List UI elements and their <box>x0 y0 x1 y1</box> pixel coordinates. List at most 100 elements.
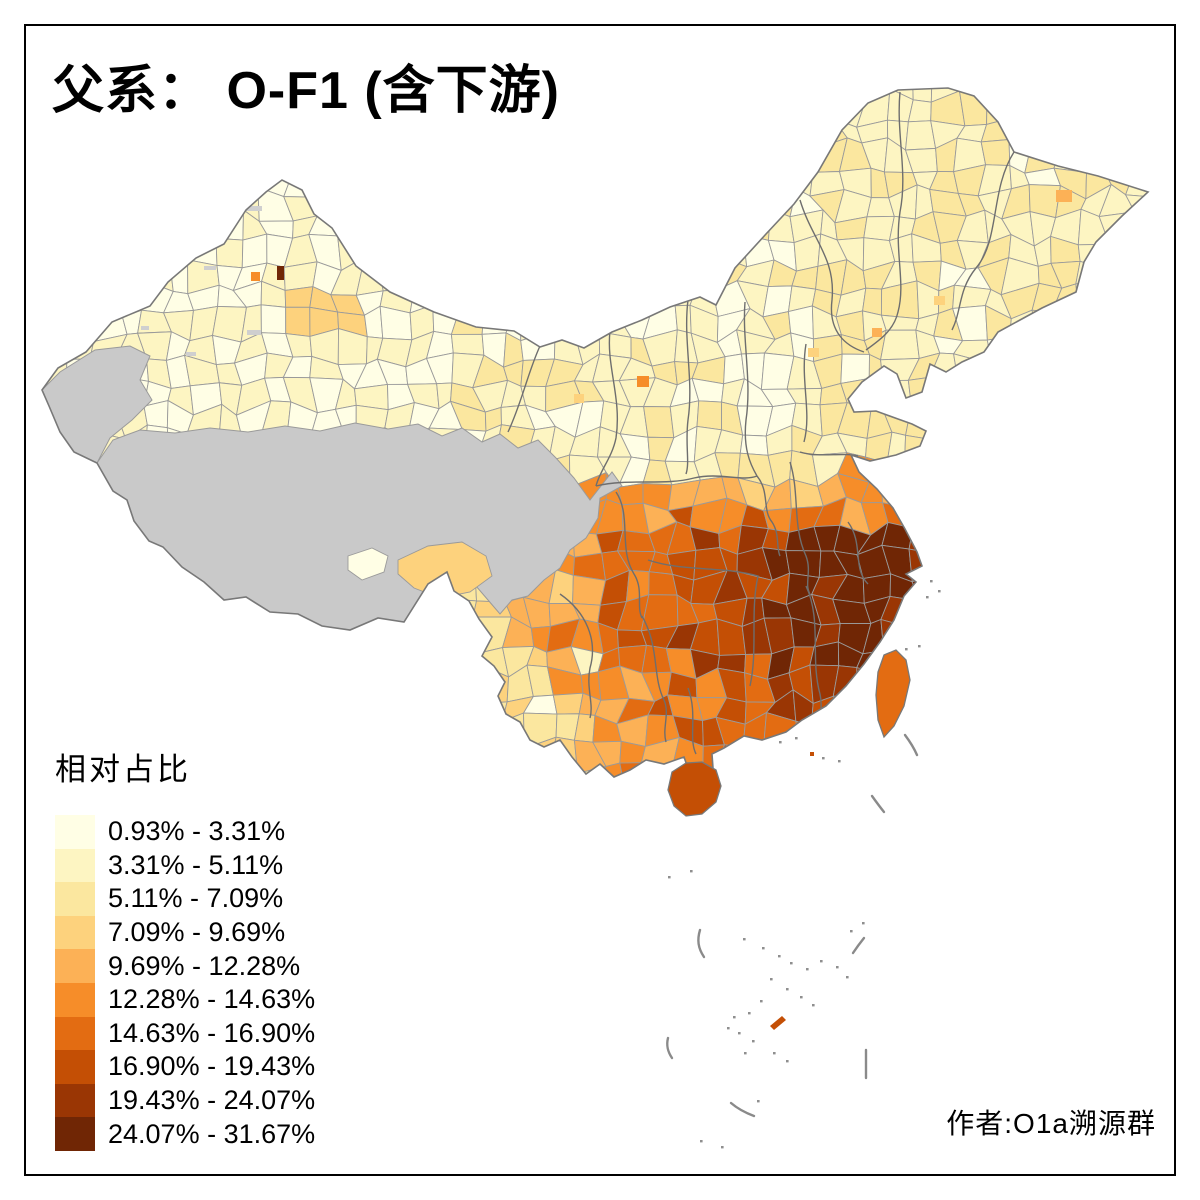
prefecture-cell <box>982 646 1016 679</box>
prefecture-cell <box>1052 648 1088 679</box>
prefecture-cell <box>136 234 174 260</box>
prefecture-cell <box>113 699 139 726</box>
prefecture-cell <box>42 218 53 247</box>
prefecture-cell <box>550 214 584 248</box>
prefecture-cell <box>42 159 50 197</box>
prefecture-cell <box>376 718 415 744</box>
prefecture-cell <box>689 143 718 172</box>
prefecture-cell <box>1078 400 1110 437</box>
prefecture-cell <box>313 163 332 199</box>
prefecture-cell <box>555 236 578 261</box>
sea-islet-speck <box>786 1060 789 1063</box>
prefecture-cell <box>47 455 80 481</box>
prefecture-cell <box>592 787 628 792</box>
prefecture-cell <box>43 666 79 700</box>
prefecture-cell <box>965 835 985 868</box>
prefecture-cell <box>42 715 51 742</box>
prefecture-cell <box>1025 618 1064 656</box>
prefecture-cell <box>715 169 739 195</box>
sea-islet-speck <box>744 1052 747 1055</box>
prefecture-cell <box>1121 834 1156 864</box>
prefecture-cell <box>1147 842 1179 869</box>
prefecture-cell <box>67 187 92 224</box>
prefecture-cell <box>1008 652 1034 678</box>
prefecture-cell <box>1150 329 1184 359</box>
prefecture-cell <box>962 623 985 648</box>
prefecture-cell <box>557 816 572 844</box>
prefecture-cell <box>1120 764 1148 792</box>
legend-range-label: 0.93% - 3.31% <box>108 816 286 847</box>
prefecture-cell <box>1031 501 1060 534</box>
prefecture-cell <box>1075 624 1107 652</box>
prefecture-cell <box>118 163 142 199</box>
prefecture-cell <box>941 813 966 837</box>
prefecture-cell <box>98 280 128 318</box>
prefecture-cell <box>526 812 559 843</box>
prefecture-cell <box>930 546 961 574</box>
prefecture-cell <box>528 148 559 162</box>
accent-overlay-layer <box>251 190 1072 599</box>
prefecture-cell <box>42 552 54 582</box>
prefecture-cell <box>1129 430 1148 454</box>
prefecture-cell <box>696 400 723 431</box>
prefecture-cell <box>576 208 603 247</box>
prefecture-cell <box>1121 819 1159 843</box>
prefecture-cell <box>960 478 991 507</box>
prefecture-cell <box>568 787 595 792</box>
prefecture-cell <box>616 239 653 270</box>
prefecture-cell <box>456 236 482 268</box>
prefecture-cell <box>904 434 931 464</box>
prefecture-cell <box>769 838 794 867</box>
legend-swatch <box>55 982 95 1017</box>
prefecture-cell <box>1011 579 1041 602</box>
prefecture-cell <box>163 643 197 677</box>
legend-range-label: 16.90% - 19.43% <box>108 1051 316 1082</box>
prefecture-cell <box>980 743 1015 776</box>
prefecture-cell <box>379 242 407 271</box>
prefecture-cell <box>928 644 967 676</box>
prefecture-cell <box>337 809 363 845</box>
prefecture-cell <box>191 698 220 725</box>
prefecture-cell <box>42 401 47 435</box>
prefecture-cell <box>211 621 245 648</box>
prefecture-cell <box>1146 236 1148 269</box>
legend-row: 14.63% - 16.90% <box>55 1016 315 1051</box>
prefecture-cell <box>1026 653 1064 679</box>
prefecture-cell <box>667 259 698 296</box>
prefecture-cell <box>928 437 965 463</box>
prefecture-cell <box>595 142 632 175</box>
prefecture-cell <box>1004 477 1033 503</box>
prefecture-cell <box>1122 520 1146 555</box>
sea-islet-speck <box>838 760 841 763</box>
prefecture-cell <box>1003 700 1028 720</box>
prefecture-cell <box>1144 496 1148 529</box>
prefecture-cell <box>42 666 50 700</box>
legend-range-label: 19.43% - 24.07% <box>108 1085 316 1116</box>
province-border <box>756 475 781 557</box>
prefecture-cell <box>1123 284 1148 315</box>
prefecture-cell <box>400 786 433 792</box>
prefecture-cell <box>454 193 487 214</box>
prefecture-cell <box>1122 476 1148 506</box>
prefecture-cell <box>737 165 774 198</box>
province-border <box>595 330 619 487</box>
prefecture-cell <box>669 217 704 246</box>
prefecture-cell <box>42 144 50 170</box>
legend-swatch <box>55 1050 95 1084</box>
prefecture-cell <box>411 694 439 726</box>
prefecture-cell <box>645 185 679 219</box>
prefecture-cell <box>809 738 840 775</box>
prefecture-cell <box>89 162 126 199</box>
prefecture-cell <box>424 641 460 672</box>
prefecture-cell <box>531 233 559 268</box>
prefecture-cell <box>981 577 1013 605</box>
prefecture-cell <box>737 95 770 127</box>
province-border <box>507 345 541 433</box>
prefecture-cell <box>1056 478 1085 512</box>
prefecture-cell <box>282 691 318 727</box>
prefecture-cell <box>523 736 557 774</box>
prefecture-cell <box>911 88 933 103</box>
prefecture-cell <box>64 142 104 173</box>
prefecture-cell <box>880 455 912 478</box>
prefecture-cell <box>1155 811 1174 843</box>
